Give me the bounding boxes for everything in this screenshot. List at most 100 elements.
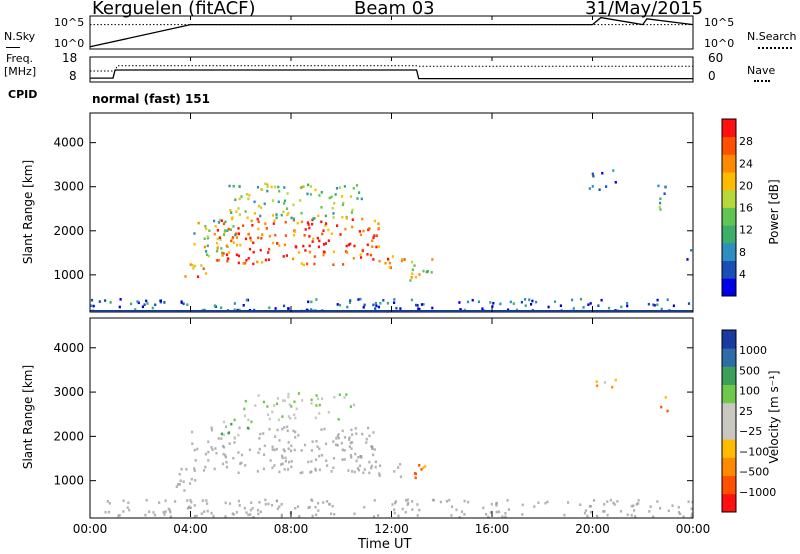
velocity-gs-cell — [612, 501, 615, 505]
power-cell — [530, 303, 533, 306]
power-panel-frame — [89, 112, 694, 313]
power-cell — [308, 226, 311, 230]
power-cell — [283, 186, 286, 189]
velocity-gs-cell — [445, 500, 448, 503]
power-cell — [292, 257, 295, 261]
power-cell — [244, 261, 247, 265]
velocity-cell — [257, 394, 260, 397]
velocity-colorbar: 1000 500 100 25 −25 −100 −500 −1000 — [721, 329, 776, 513]
noise-right-tick-top: 10^5 — [704, 16, 735, 29]
velocity-gs-cell — [637, 499, 640, 502]
velocity-gs-cell — [567, 501, 570, 504]
power-cell — [320, 220, 323, 224]
velocity-cell — [244, 399, 247, 403]
power-cell — [260, 237, 263, 240]
velocity-gs-cell — [247, 513, 250, 517]
velocity-gs-cell — [394, 500, 397, 503]
velocity-gs-cell — [330, 512, 333, 516]
power-cell — [227, 227, 230, 231]
power-cell — [244, 210, 247, 213]
velocity-gs-cell — [373, 448, 376, 451]
power-ytick-label: 4000 — [53, 136, 84, 150]
velocity-gs-cell — [167, 507, 170, 511]
power-cell — [324, 224, 327, 227]
velocity-gs-cell — [201, 499, 204, 502]
velocity-ytick-label: 1000 — [53, 474, 84, 488]
power-cell — [607, 306, 611, 310]
power-cell — [309, 185, 312, 188]
velocity-cell — [664, 396, 667, 399]
velocity-gs-cell — [211, 448, 214, 451]
velocity-gs-cell — [158, 501, 161, 504]
power-cell — [222, 222, 226, 226]
velocity-gs-cell — [271, 445, 274, 449]
velocity-gs-cell — [619, 509, 623, 513]
power-cell — [237, 232, 240, 236]
power-cell — [410, 276, 413, 279]
power-cell — [227, 257, 230, 261]
power-cell — [323, 251, 326, 254]
velocity-cell — [268, 417, 271, 421]
power-cell — [228, 184, 231, 188]
power-ytick-label: 2000 — [53, 224, 84, 238]
velocity-gs-cell — [287, 447, 290, 450]
power-cell — [363, 303, 366, 307]
power-cell — [237, 254, 240, 258]
velocity-cell — [413, 472, 417, 475]
power-cell — [273, 219, 276, 222]
power-cell — [393, 301, 396, 304]
velocity-gs-cell — [656, 500, 659, 503]
velocity-gs-cell — [284, 456, 287, 460]
velocity-cell — [321, 397, 324, 401]
velocity-colorbar-frame — [721, 329, 737, 513]
power-cell — [335, 187, 339, 190]
nave-right-tick-bottom: 0 — [708, 69, 716, 83]
power-cell — [589, 302, 592, 305]
velocity-gs-cell — [450, 505, 454, 508]
velocity-gs-cell — [325, 500, 329, 503]
power-cell — [359, 256, 363, 259]
power-cell — [249, 236, 252, 240]
power-cell — [403, 258, 406, 261]
velocity-gs-cell — [224, 425, 228, 429]
velocity-gs-cell — [690, 512, 694, 516]
velocity-gs-cell — [399, 463, 402, 466]
velocity-gs-cell — [363, 505, 366, 509]
power-cell — [305, 308, 308, 312]
power-cell — [271, 214, 274, 217]
velocity-gs-cell — [280, 513, 283, 517]
beam-title: Beam 03 — [354, 0, 435, 19]
power-cell — [411, 268, 414, 272]
velocity-cell — [288, 403, 291, 407]
velocity-gs-cell — [348, 445, 351, 448]
power-cell — [430, 271, 433, 274]
date-title: 31/May/2015 — [585, 0, 704, 19]
power-cell — [362, 306, 365, 309]
velocity-gs-cell — [495, 510, 498, 514]
power-ytick-label: 3000 — [53, 180, 84, 194]
velocity-gs-cell — [117, 514, 120, 518]
velocity-gs-cell — [310, 449, 313, 452]
power-cell — [373, 219, 376, 223]
power-cell — [357, 298, 360, 301]
power-cell — [207, 254, 210, 258]
velocity-gs-cell — [317, 509, 320, 512]
nsky-underline — [6, 47, 20, 48]
power-cell — [351, 208, 354, 212]
power-cell — [261, 188, 264, 191]
velocity-gs-cell — [544, 501, 547, 505]
power-cell — [431, 258, 434, 261]
velocity-gs-cell — [271, 466, 274, 469]
power-cell — [290, 216, 293, 220]
velocity-gs-cell — [411, 500, 414, 503]
power-cell — [275, 213, 278, 216]
velocity-cell — [314, 416, 317, 420]
velocity-gs-cell — [331, 504, 334, 508]
power-cell — [591, 172, 594, 176]
velocity-gs-cell — [245, 511, 248, 514]
power-cell — [253, 212, 256, 215]
time-tick-label: 00:00 — [676, 522, 711, 536]
power-cell — [338, 186, 341, 189]
power-colorbar-tick: 20 — [739, 179, 753, 192]
